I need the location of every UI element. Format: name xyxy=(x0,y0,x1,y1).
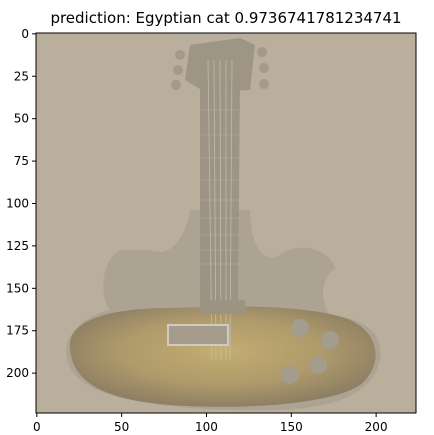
chart-title: prediction: Egyptian cat 0.9736741781234… xyxy=(50,9,401,27)
y-tick-label: 50 xyxy=(14,112,29,126)
x-tick-label: 150 xyxy=(280,420,303,434)
y-tick-label: 125 xyxy=(6,239,29,253)
x-tick-label: 100 xyxy=(195,420,218,434)
axes-frame xyxy=(35,32,417,414)
y-tick-label: 75 xyxy=(14,154,29,168)
y-tick-label: 25 xyxy=(14,69,29,83)
y-axis: 0 25 50 75 100 125 150 175 200 xyxy=(6,27,36,380)
x-tick-label: 0 xyxy=(33,420,41,434)
y-tick-label: 200 xyxy=(6,366,29,380)
photo xyxy=(36,33,416,413)
x-tick-label: 50 xyxy=(114,420,129,434)
x-axis: 0 50 100 150 200 xyxy=(33,413,388,434)
y-tick-label: 100 xyxy=(6,196,29,210)
y-tick-label: 0 xyxy=(21,27,29,41)
y-tick-label: 175 xyxy=(6,324,29,338)
x-tick-label: 200 xyxy=(365,420,388,434)
y-tick-label: 150 xyxy=(6,281,29,295)
